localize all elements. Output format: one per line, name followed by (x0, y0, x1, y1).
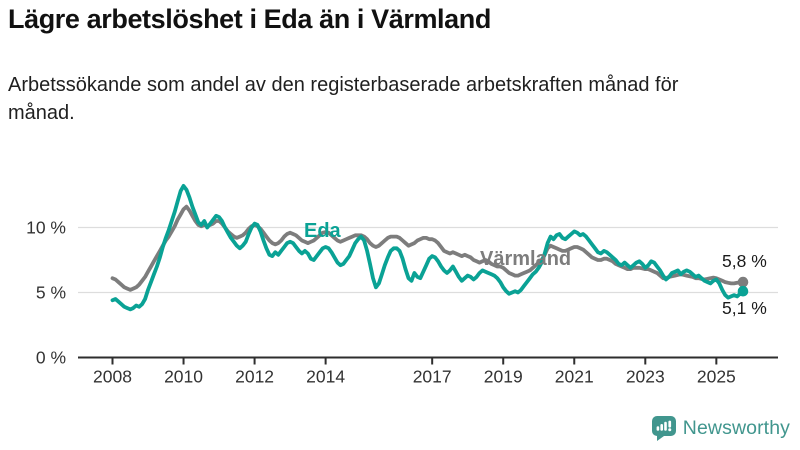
x-tick-label-2012: 2012 (235, 367, 274, 387)
series-end-dot-eda (737, 285, 749, 297)
series-label-eda: Eda (304, 220, 341, 242)
y-tick-label-0pct: 0 % (36, 348, 66, 368)
x-tick-label-2008: 2008 (93, 367, 132, 387)
chart-subtitle: Arbetssökande som andel av den registerb… (8, 74, 679, 124)
series-line-eda (110, 183, 745, 312)
y-tick-label-5pct: 5 % (36, 283, 66, 303)
end-value-varmland: 5,8 % (722, 251, 767, 271)
series-label-varmland: Värmland (480, 248, 572, 270)
newsworthy-bubble-chart-icon (651, 416, 676, 441)
end-value-eda: 5,1 % (722, 298, 767, 318)
chart-title: Lägre arbetslöshet i Eda än i Värmland (8, 4, 491, 34)
series-line-värmland (110, 204, 745, 292)
x-tick-label-2014: 2014 (306, 367, 345, 387)
y-tick-label-10pct: 10 % (26, 218, 66, 238)
x-tick-label-2010: 2010 (164, 367, 203, 387)
x-tick-label-2025: 2025 (697, 367, 736, 387)
x-tick-label-2019: 2019 (484, 367, 523, 387)
series-end-dot-värmland (737, 276, 749, 288)
x-tick-label-2021: 2021 (555, 367, 594, 387)
x-tick-label-2017: 2017 (413, 367, 452, 387)
x-tick-label-2023: 2023 (626, 367, 665, 387)
newsworthy-wordmark: Newsworthy (682, 417, 790, 439)
newsworthy-logo: Newsworthy (651, 416, 790, 441)
